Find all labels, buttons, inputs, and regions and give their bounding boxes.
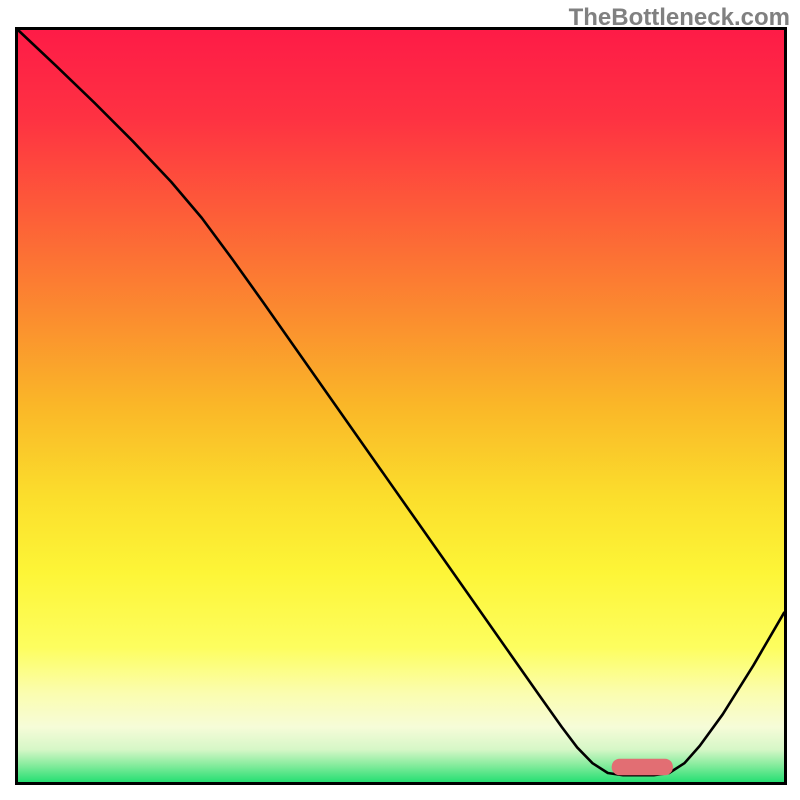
chart-container: TheBottleneck.com bbox=[0, 0, 800, 800]
optimal-range-marker bbox=[612, 759, 673, 776]
chart-plot bbox=[15, 27, 787, 785]
